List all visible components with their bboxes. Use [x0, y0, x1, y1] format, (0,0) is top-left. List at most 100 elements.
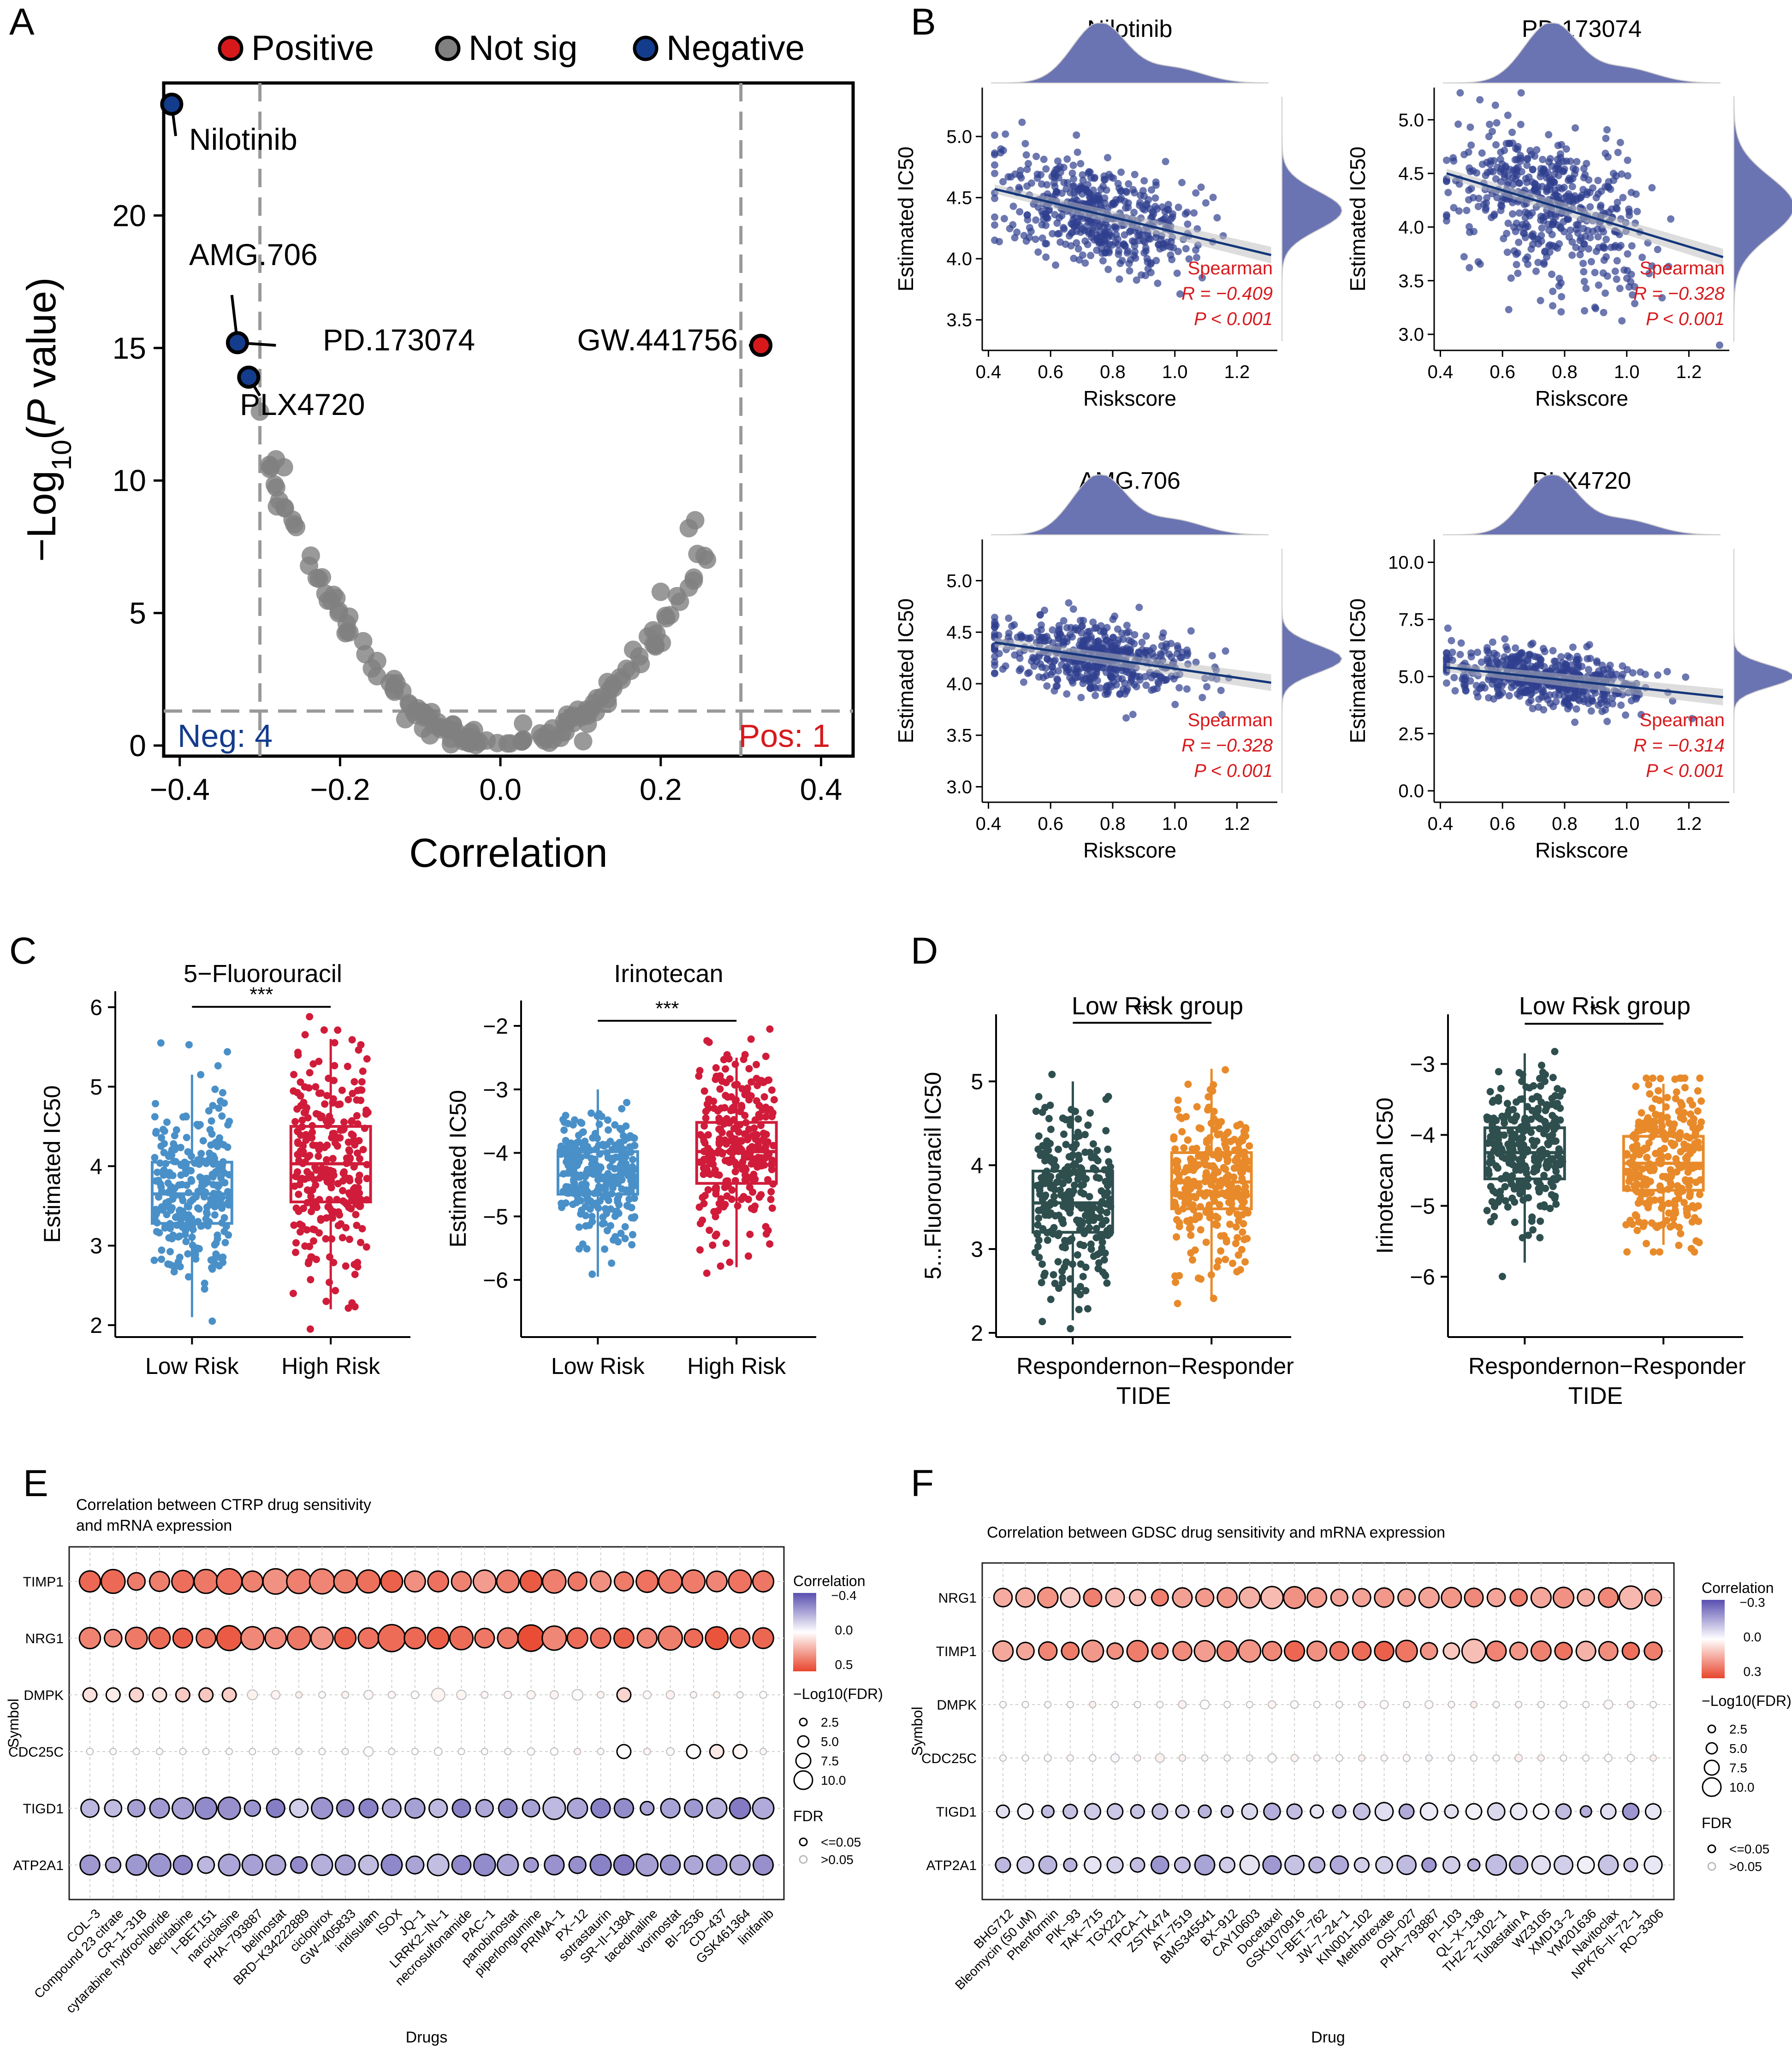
data-point-not-sig — [421, 726, 439, 745]
jitter-point — [579, 1240, 587, 1248]
scatter-point — [1074, 148, 1081, 156]
jitter-point — [1668, 1125, 1676, 1133]
jitter-point — [1242, 1124, 1250, 1132]
scatter-point — [1538, 693, 1546, 701]
jitter-point — [725, 1055, 733, 1063]
jitter-point — [205, 1107, 213, 1115]
point-label-pd173074: PD.173074 — [323, 323, 475, 357]
symbol-label: TIMP1 — [23, 1575, 64, 1590]
scatter-point — [1145, 235, 1152, 243]
jitter-point — [1037, 1206, 1044, 1214]
jitter-point — [214, 1183, 222, 1190]
jitter-point — [1058, 1267, 1066, 1275]
jitter-point — [214, 1062, 222, 1070]
jitter-point — [326, 1113, 333, 1120]
jitter-point — [583, 1143, 591, 1151]
scatter-point — [1520, 230, 1528, 237]
jitter-point — [762, 1131, 770, 1138]
scatter-point — [1104, 154, 1111, 161]
jitter-point — [322, 1235, 330, 1243]
jitter-point — [322, 1174, 330, 1182]
scatter-point — [1142, 247, 1150, 255]
annotation-method: Spearman — [1639, 710, 1725, 730]
scatter-point — [1054, 165, 1062, 172]
jitter-point — [762, 1053, 770, 1060]
scatter-point — [1501, 635, 1509, 643]
scatter-point — [1567, 176, 1574, 184]
jitter-point — [1226, 1220, 1234, 1228]
scatter-point — [1579, 260, 1587, 267]
scatter-point — [1513, 171, 1521, 179]
scatter-point — [1020, 231, 1028, 239]
bubble — [172, 1797, 194, 1820]
annotation-r: R = −0.409 — [1181, 284, 1273, 304]
scatter-point — [1525, 698, 1533, 706]
jitter-point — [575, 1223, 583, 1231]
bubble — [753, 1854, 774, 1876]
jitter-point — [629, 1231, 636, 1238]
scatter-point — [1169, 244, 1177, 252]
significance-label: *** — [249, 983, 273, 1006]
jitter-point — [1623, 1248, 1631, 1256]
bubble — [129, 1687, 144, 1703]
jitter-point — [1098, 1238, 1106, 1246]
scatter-point — [1531, 180, 1539, 188]
jitter-point — [154, 1168, 161, 1176]
jitter-point — [211, 1211, 219, 1219]
bubble — [709, 1744, 724, 1759]
jitter-point — [618, 1105, 626, 1113]
jitter-point — [1625, 1178, 1633, 1185]
jitter-point — [1511, 1219, 1519, 1226]
y-axis-label: −Log10(P value) — [18, 277, 77, 562]
scatter-point — [1587, 258, 1595, 266]
jitter-point — [1556, 1104, 1564, 1112]
jitter-point — [1075, 1306, 1083, 1314]
scatter-point — [1129, 186, 1137, 194]
scatter-point — [1097, 185, 1105, 193]
scatter-point — [1516, 224, 1524, 231]
jitter-point — [716, 1072, 724, 1080]
jitter-point — [1551, 1092, 1559, 1100]
scatter-point — [1623, 666, 1631, 674]
jitter-point — [1073, 1133, 1080, 1141]
legend-label-negative: Negative — [666, 29, 805, 68]
jitter-point — [718, 1129, 726, 1137]
jitter-point — [623, 1099, 631, 1107]
y-axis-label: Estimated IC50 — [894, 598, 918, 743]
significance-label: ** — [1134, 999, 1150, 1022]
y-tick-label: 10.0 — [1388, 553, 1424, 573]
scatter-point — [1502, 643, 1510, 651]
scatter-point — [999, 178, 1007, 186]
bubble — [295, 1691, 303, 1699]
jitter-point — [723, 1192, 731, 1200]
scatter-point — [1552, 190, 1560, 198]
jitter-point — [1632, 1083, 1640, 1090]
y-axis-label-part: −Log — [18, 470, 64, 562]
jitter-point — [753, 1097, 760, 1105]
jitter-point — [1645, 1081, 1653, 1089]
scatter-point — [1105, 247, 1113, 255]
scatter-point — [1175, 203, 1182, 211]
jitter-point — [1633, 1226, 1641, 1234]
scatter-point — [1083, 670, 1091, 678]
jitter-point — [612, 1142, 620, 1150]
scatter-point — [1597, 201, 1605, 209]
scatter-point — [1550, 178, 1558, 186]
scatter-point — [1442, 211, 1450, 219]
bubble — [541, 1625, 567, 1651]
scatter-point — [1627, 189, 1635, 196]
bubble — [732, 1744, 748, 1759]
scatter-point — [1011, 651, 1019, 659]
y-axis-label: 5...Fluorouracil IC50 — [920, 1072, 946, 1279]
scatter-point — [1182, 245, 1190, 253]
jitter-point — [208, 1117, 215, 1125]
bubble — [752, 1570, 775, 1593]
bubble — [496, 1569, 520, 1593]
jitter-point — [1041, 1193, 1049, 1201]
scatter-point — [1112, 681, 1120, 689]
scatter-point — [1067, 242, 1075, 250]
scatter-point — [1092, 638, 1100, 646]
jitter-point — [307, 1171, 315, 1179]
x-axis-label: TIDE — [1116, 1383, 1171, 1409]
